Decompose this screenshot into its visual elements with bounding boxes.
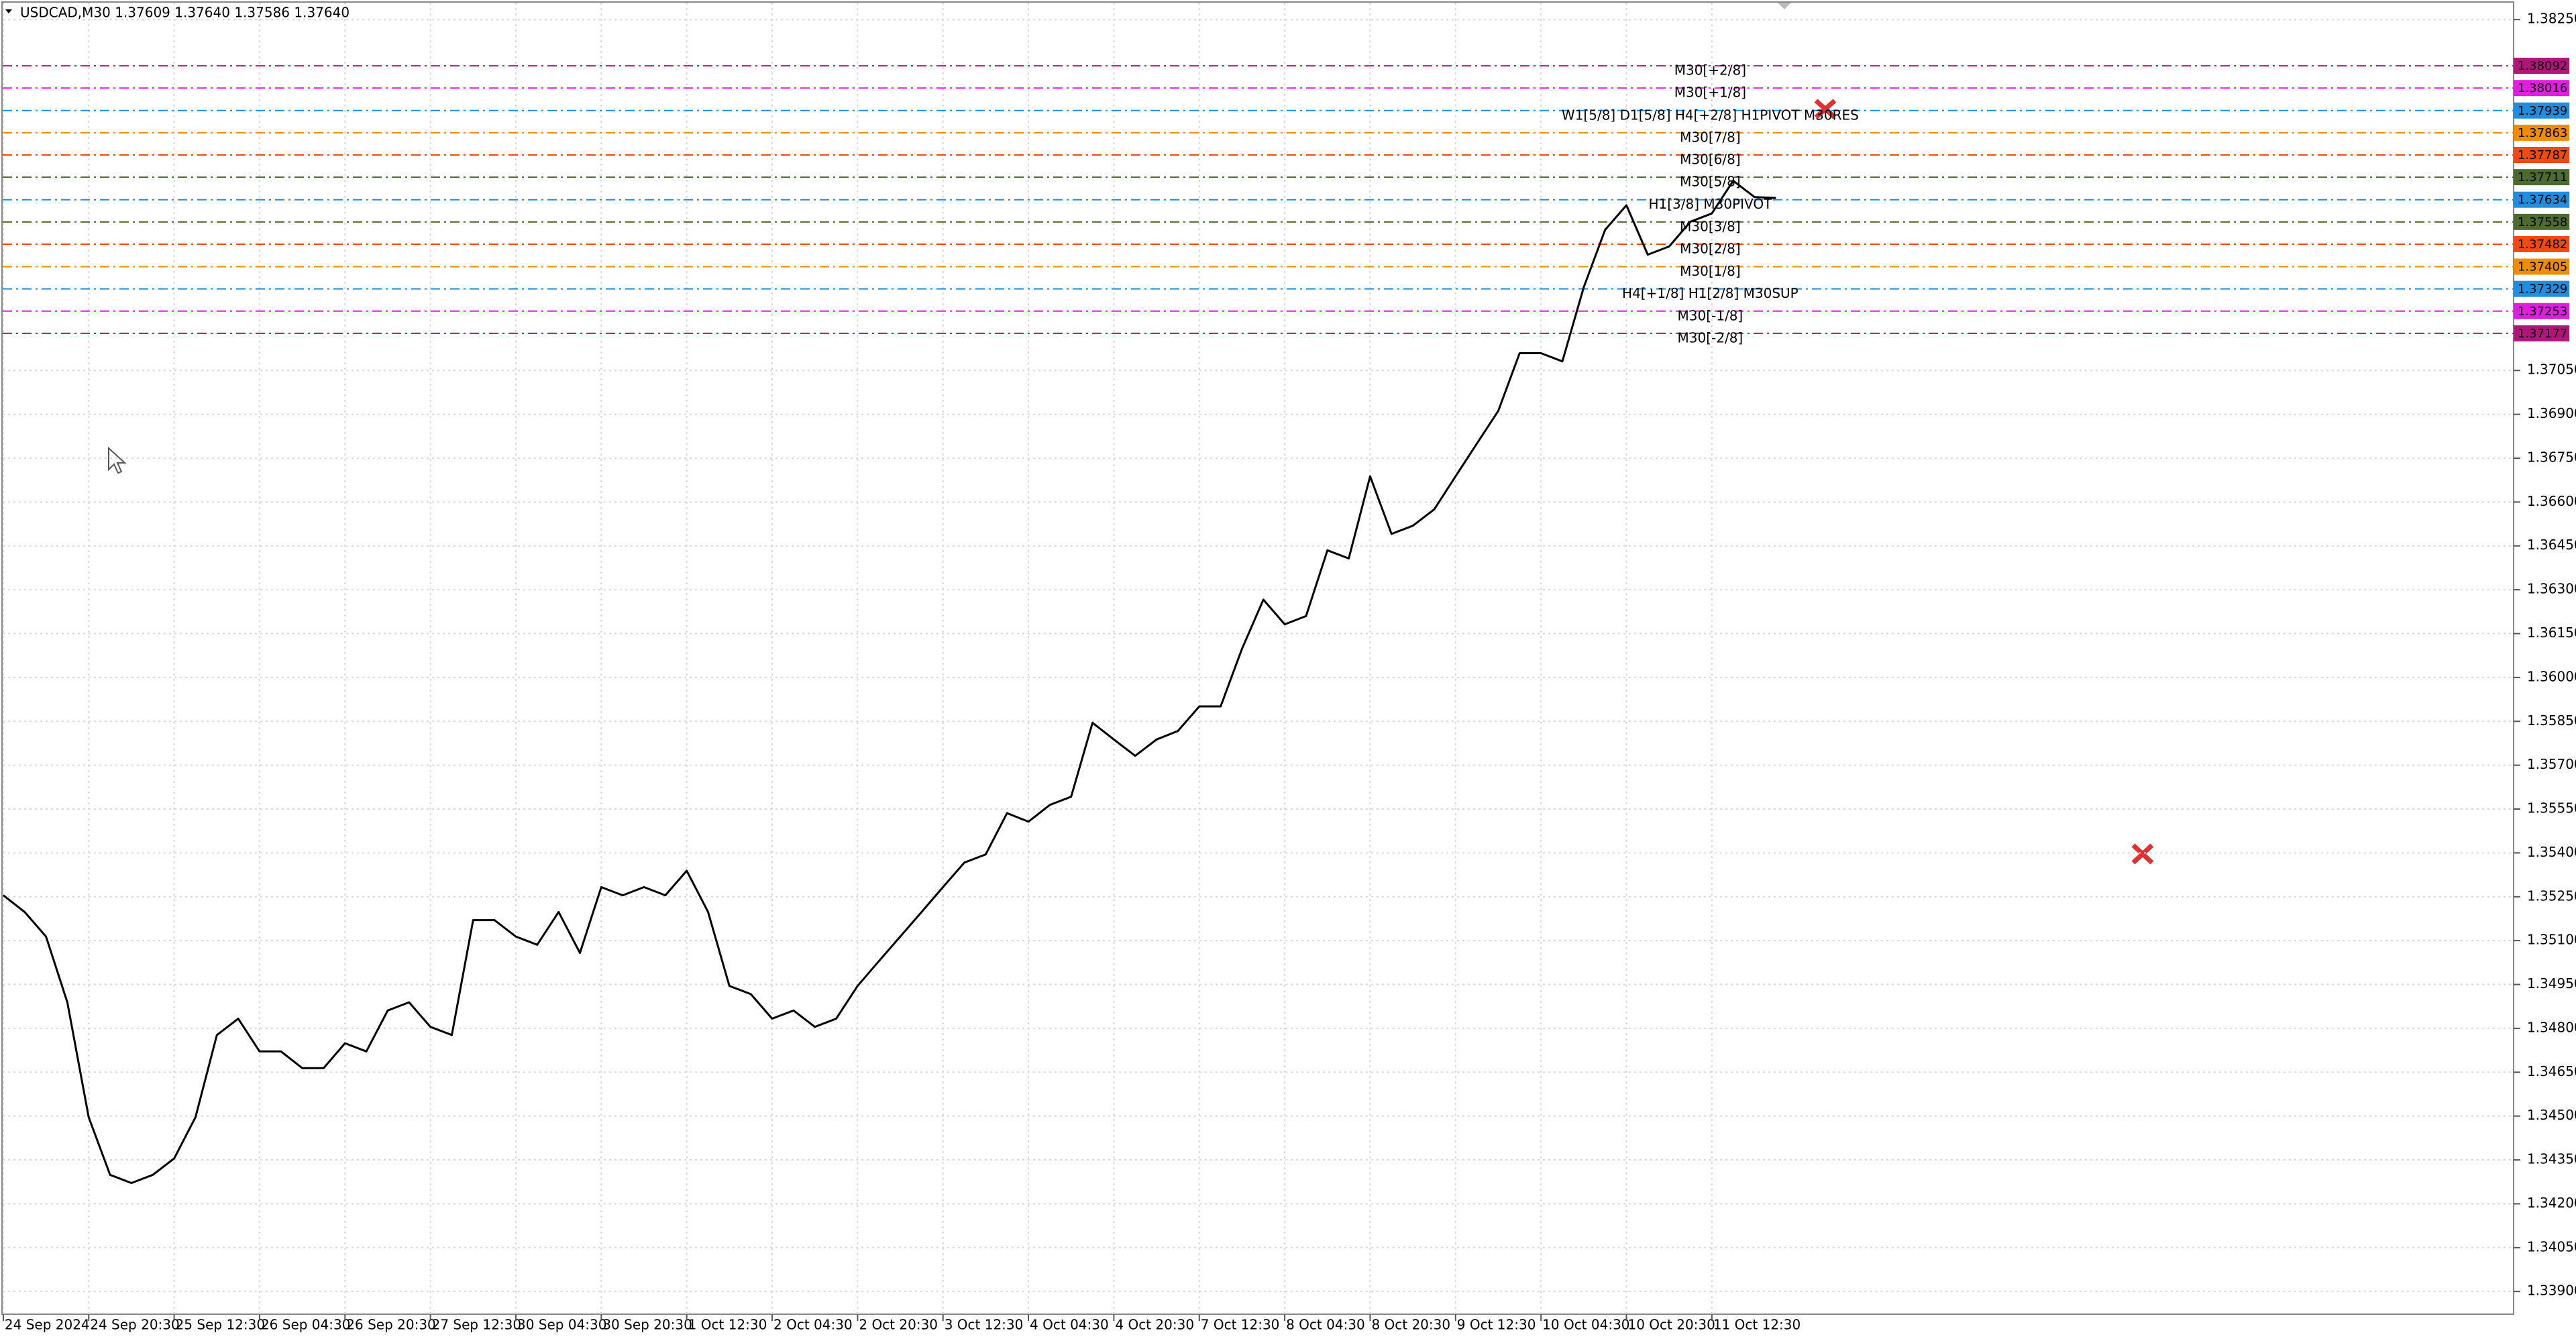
x-tick-label: 4 Oct 20:30 [1115,1317,1194,1333]
x-tick-label: 24 Sep 20:30 [90,1317,180,1333]
x-tick-label: 25 Sep 12:30 [176,1317,266,1333]
price-tag [2513,235,2570,252]
price-tag-label: 1.37405 [2518,260,2567,274]
price-tag-label: 1.37634 [2518,193,2567,207]
level-label: M30[2/8] [1680,240,1741,256]
y-tick-label: 1.36600 [2527,493,2576,509]
price-tag [2513,102,2570,119]
y-tick-label: 1.35250 [2527,888,2576,904]
y-tick-label: 1.34050 [2527,1238,2576,1254]
x-tick-label: 30 Sep 20:30 [602,1317,692,1333]
price-tag [2513,169,2570,186]
x-tick-label: 2 Oct 04:30 [773,1317,853,1333]
y-tick-label: 1.34200 [2527,1195,2576,1211]
level-label: M30[5/8] [1680,174,1741,190]
y-tick-label: 1.36150 [2527,625,2576,641]
price-tag-label: 1.37863 [2518,126,2567,140]
scroll-marker [1778,3,1791,9]
price-tag [2513,213,2570,230]
y-tick-label: 1.37050 [2527,362,2576,378]
price-tag-label: 1.37482 [2518,237,2567,252]
y-tick-label: 1.36300 [2527,581,2576,597]
level-label: M30[-2/8] [1678,329,1743,345]
x-tick-label: 1 Oct 12:30 [688,1317,767,1333]
price-tag-label: 1.38092 [2518,59,2567,73]
level-label: W1[5/8] D1[5/8] H4[+2/8] H1PIVOT M30RES [1562,107,1859,123]
level-label: M30[6/8] [1680,152,1741,168]
price-tag [2513,191,2570,208]
y-tick-label: 1.34650 [2527,1063,2576,1079]
x-tick-label: 24 Sep 2024 [5,1317,90,1333]
x-tick-label: 26 Sep 04:30 [261,1317,351,1333]
x-tick-label: 10 Oct 20:30 [1627,1317,1715,1333]
price-tag [2513,280,2570,297]
level-label: H1[3/8] M30PIVOT [1648,196,1772,212]
y-tick-label: 1.36000 [2527,668,2576,684]
level-label: M30[1/8] [1680,263,1741,279]
price-tag [2513,124,2570,141]
x-tick-label: 9 Oct 12:30 [1457,1317,1536,1333]
chart-title: USDCAD,M30 1.37609 1.37640 1.37586 1.376… [20,5,350,21]
y-tick-label: 1.34500 [2527,1107,2576,1123]
level-label: M30[-1/8] [1678,307,1743,323]
level-label: H4[+1/8] H1[2/8] M30SUP [1622,285,1799,301]
x-tick-label: 26 Sep 20:30 [346,1317,436,1333]
title-arrow [5,9,12,13]
x-tick-label: 8 Oct 20:30 [1371,1317,1450,1333]
x-tick-label: 27 Sep 12:30 [432,1317,522,1333]
x-tick-label: 8 Oct 04:30 [1286,1317,1365,1333]
y-tick-label: 1.34800 [2527,1019,2576,1035]
price-tag [2513,325,2570,341]
x-tick-label: 10 Oct 04:30 [1542,1317,1629,1333]
level-label: M30[+1/8] [1674,85,1746,101]
level-label: M30[3/8] [1680,218,1741,234]
y-tick-label: 1.35400 [2527,844,2576,860]
price-tag [2513,80,2570,97]
price-tag-label: 1.37558 [2518,215,2567,229]
price-tag-label: 1.37177 [2518,327,2567,341]
x-tick-label: 2 Oct 20:30 [859,1317,938,1333]
y-tick-label: 1.34950 [2527,975,2576,992]
y-tick-label: 1.38250 [2527,11,2576,27]
price-tag [2513,147,2570,164]
y-tick-label: 1.35100 [2527,932,2576,948]
price-tag-label: 1.37787 [2518,148,2567,162]
y-tick-label: 1.35700 [2527,756,2576,772]
price-tag-label: 1.37253 [2518,305,2567,319]
price-tag [2513,303,2570,319]
y-tick-label: 1.36450 [2527,537,2576,553]
x-tick-label: 30 Sep 04:30 [517,1317,607,1333]
level-label: M30[+2/8] [1674,62,1746,78]
x-tick-label: 7 Oct 12:30 [1201,1317,1280,1333]
y-tick-label: 1.36900 [2527,405,2576,421]
x-tick-label: 3 Oct 12:30 [945,1317,1024,1333]
price-tag-label: 1.37939 [2518,104,2567,118]
cursor [108,446,127,474]
y-tick-label: 1.34350 [2527,1151,2576,1167]
price-tag-label: 1.38016 [2518,81,2567,95]
price-tag-label: 1.37329 [2518,282,2567,297]
x-tick-label: 11 Oct 12:30 [1713,1317,1801,1333]
y-tick-label: 1.35550 [2527,800,2576,816]
level-label: M30[7/8] [1680,129,1741,145]
plot-frame [1,1,2514,1315]
price-tag [2513,258,2570,275]
close-marker [1814,99,1837,119]
price-tag [2513,58,2570,74]
y-tick-label: 1.35850 [2527,712,2576,729]
y-tick-label: 1.33900 [2527,1283,2576,1299]
y-tick-label: 1.36750 [2527,449,2576,465]
price-line [2,179,1776,1184]
price-tag-label: 1.37711 [2518,170,2567,184]
x-tick-label: 4 Oct 04:30 [1030,1317,1109,1333]
close-marker [2131,843,2154,865]
